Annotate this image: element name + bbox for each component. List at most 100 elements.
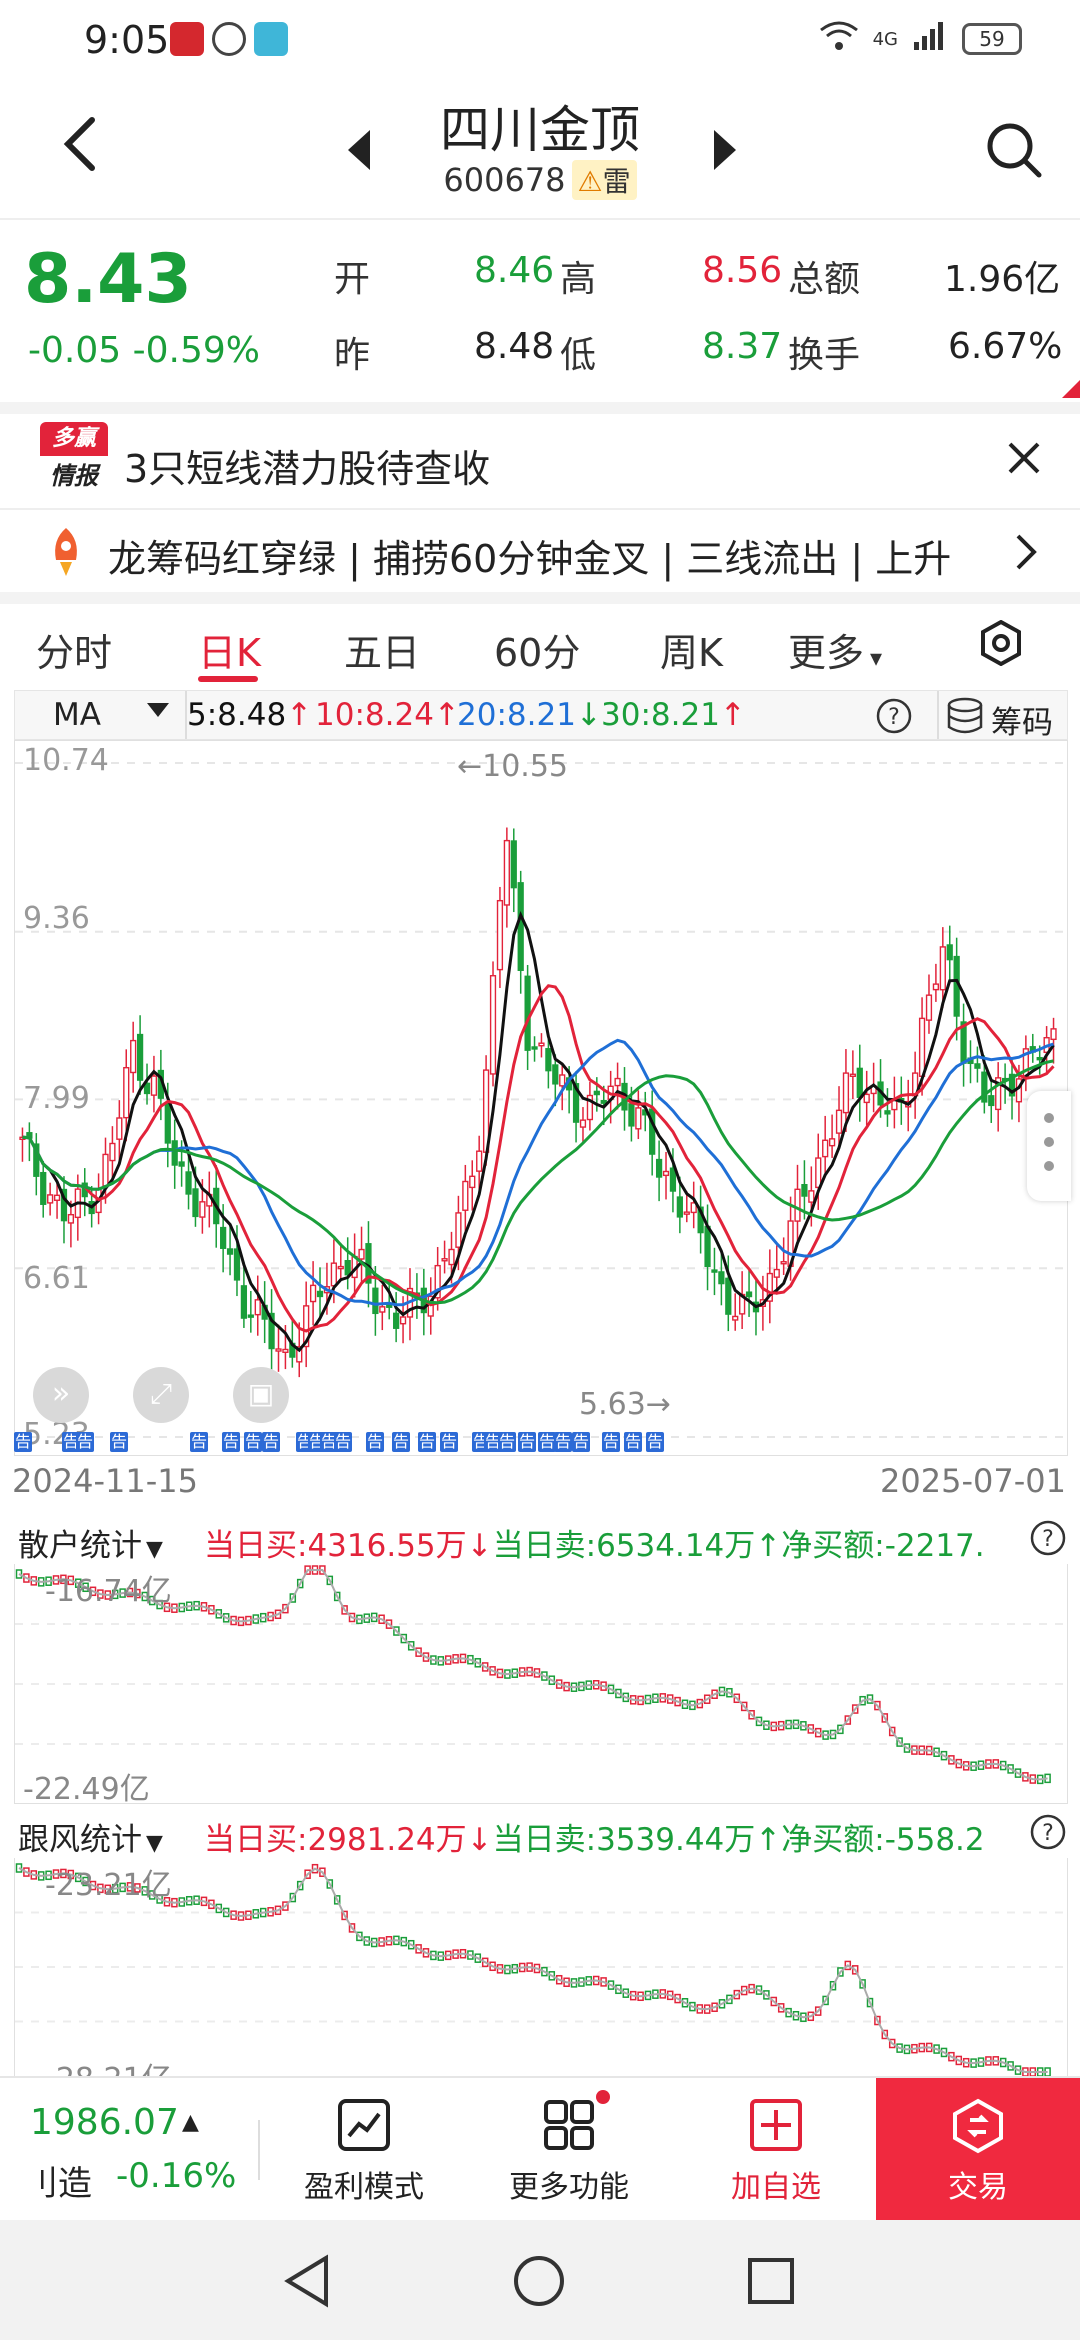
chevron-right-icon[interactable] bbox=[1014, 532, 1038, 576]
notice-marker[interactable]: 告 bbox=[244, 1432, 263, 1452]
help-icon[interactable]: ? bbox=[1028, 1812, 1068, 1856]
tab-60min[interactable]: 60分 bbox=[494, 631, 581, 675]
candle-down bbox=[60, 1188, 68, 1222]
notice-marker[interactable]: 告 bbox=[602, 1432, 621, 1452]
notice-marker[interactable]: 告 bbox=[538, 1432, 557, 1452]
status-bar: 9:05 4G 59 bbox=[0, 0, 1080, 80]
help-icon[interactable]: ? bbox=[1028, 1518, 1068, 1562]
network-type: 4G bbox=[872, 28, 898, 50]
candle-up bbox=[337, 1265, 344, 1270]
y-tick-label: 9.36 bbox=[23, 901, 90, 936]
trade-button[interactable]: 交易 bbox=[876, 2078, 1080, 2222]
bar-mark bbox=[948, 2051, 955, 2062]
settings-icon[interactable] bbox=[980, 619, 1022, 670]
hand-icon bbox=[212, 22, 246, 56]
indicator-selector[interactable]: MA bbox=[53, 697, 101, 733]
candle-up bbox=[67, 1213, 75, 1224]
retail-panel-selector[interactable]: 散户统计 ▼ bbox=[18, 1520, 163, 1565]
up-arrow-icon: ↑ bbox=[719, 697, 746, 733]
chips-label[interactable]: 筹码 bbox=[991, 705, 1053, 741]
system-home-icon[interactable] bbox=[512, 2254, 566, 2312]
back-icon[interactable] bbox=[60, 114, 100, 188]
risk-badge[interactable]: ⚠雷 bbox=[571, 160, 637, 200]
candle-down bbox=[676, 1196, 683, 1218]
notice-marker[interactable]: 告 bbox=[366, 1432, 385, 1452]
ma10-line bbox=[22, 984, 1055, 1333]
chips-icon[interactable] bbox=[945, 697, 985, 739]
system-back-icon[interactable] bbox=[282, 2254, 332, 2312]
kline-svg[interactable] bbox=[15, 741, 1067, 1457]
prev-close-value: 8.48 bbox=[474, 326, 555, 367]
news-headline[interactable]: 3只短线潜力股待查收 bbox=[124, 447, 491, 491]
news-logo: 多赢 情报 bbox=[40, 422, 108, 498]
retail-y-bottom: -22.49亿 bbox=[23, 1772, 150, 1807]
up-arrow-icon: ↑ bbox=[286, 697, 313, 733]
more-options-handle[interactable] bbox=[1027, 1091, 1071, 1201]
tab-more[interactable]: 更多 ▾ bbox=[788, 622, 882, 677]
prev-stock-icon[interactable] bbox=[346, 128, 372, 176]
candle-up bbox=[995, 1077, 1002, 1111]
close-icon[interactable] bbox=[1006, 440, 1042, 480]
high-value: 8.56 bbox=[702, 250, 783, 291]
candle-up bbox=[690, 1202, 697, 1214]
notice-marker[interactable]: 告 bbox=[222, 1432, 241, 1452]
search-icon[interactable] bbox=[984, 120, 1044, 184]
up-arrow-icon: ↑ bbox=[433, 697, 460, 733]
caret-down-icon[interactable] bbox=[147, 703, 169, 723]
notice-marker[interactable]: 告 bbox=[262, 1432, 281, 1452]
candle-up bbox=[683, 1211, 690, 1215]
notice-marker[interactable]: 告 bbox=[76, 1432, 95, 1452]
notice-marker[interactable]: 告 bbox=[14, 1432, 33, 1452]
next-stock-icon[interactable] bbox=[712, 128, 738, 176]
svg-text:?: ? bbox=[1042, 1821, 1054, 1846]
notice-marker[interactable]: 告 bbox=[334, 1432, 353, 1452]
trade-label: 交易 bbox=[948, 2170, 1008, 2205]
notice-marker[interactable]: 告 bbox=[190, 1432, 209, 1452]
notice-marker[interactable]: 告 bbox=[518, 1432, 537, 1452]
current-price: 8.43 bbox=[24, 240, 192, 319]
image-icon[interactable]: ▣ bbox=[233, 1367, 289, 1423]
notice-marker[interactable]: 告 bbox=[320, 1432, 339, 1452]
tab-five-day[interactable]: 五日 bbox=[344, 631, 421, 675]
tab-daily-k[interactable]: 日K bbox=[198, 631, 261, 675]
bar-mark bbox=[341, 1910, 348, 1921]
candle-down bbox=[655, 1158, 663, 1178]
notice-marker[interactable]: 告 bbox=[624, 1432, 643, 1452]
candle-down bbox=[718, 1271, 725, 1285]
news-banner[interactable]: 多赢 情报 3只短线潜力股待查收 bbox=[0, 414, 1080, 510]
caret-down-icon: ▼ bbox=[146, 1831, 163, 1856]
notice-marker[interactable]: 告 bbox=[418, 1432, 437, 1452]
index-name[interactable]: 刂造 bbox=[24, 2164, 92, 2204]
candle-down bbox=[316, 1290, 324, 1298]
notice-marker[interactable]: 告 bbox=[440, 1432, 459, 1452]
retail-chart[interactable]: -16.74亿 -22.49亿 bbox=[14, 1564, 1068, 1807]
notice-marker[interactable]: 告 bbox=[572, 1432, 591, 1452]
tab-weekly-k[interactable]: 周K bbox=[660, 631, 723, 675]
fullscreen-icon[interactable]: ⤢ bbox=[133, 1367, 189, 1423]
system-recents-icon[interactable] bbox=[746, 2256, 796, 2310]
ticker-banner[interactable]: 龙筹码红穿绿 | 捕捞60分钟金叉 | 三线流出 | 上升 bbox=[0, 512, 1080, 592]
notice-marker[interactable]: 告 bbox=[498, 1432, 517, 1452]
bar-mark bbox=[874, 2015, 881, 2026]
tab-intraday[interactable]: 分时 bbox=[36, 631, 113, 675]
notice-marker[interactable]: 告 bbox=[62, 1432, 81, 1452]
retail-panel-header: 散户统计 ▼ 当日买:4316.55万↓当日卖:6534.14万↑净买额:-221… bbox=[14, 1512, 1068, 1564]
profit-mode-button[interactable]: 盈利模式 bbox=[304, 2078, 424, 2222]
notice-marker[interactable]: 告 bbox=[392, 1432, 411, 1452]
notice-marker[interactable]: 告 bbox=[646, 1432, 665, 1452]
follow-chart[interactable]: -23.21亿 -28.21亿 bbox=[14, 1858, 1068, 2097]
expand-arrows-icon[interactable]: » bbox=[33, 1367, 89, 1423]
candle-up bbox=[379, 1306, 386, 1313]
notice-marker[interactable]: 告 bbox=[484, 1432, 503, 1452]
add-watchlist-button[interactable]: 加自选 bbox=[716, 2078, 836, 2222]
bar-mark bbox=[415, 1647, 422, 1657]
follow-panel-selector[interactable]: 跟风统计 ▼ bbox=[18, 1814, 163, 1859]
notice-marker[interactable]: 告 bbox=[554, 1432, 573, 1452]
follow-svg bbox=[15, 1863, 1067, 2077]
candle-up bbox=[434, 1264, 441, 1299]
notice-marker[interactable]: 告 bbox=[110, 1432, 129, 1452]
more-functions-button[interactable]: 更多功能 bbox=[504, 2078, 634, 2222]
index-value[interactable]: 1986.07 bbox=[30, 2102, 179, 2143]
kline-chart[interactable]: 10.74 9.36 7.99 6.61 5.23 ←10.55 5.63→ »… bbox=[14, 740, 1071, 1457]
help-icon[interactable]: ? bbox=[875, 697, 913, 739]
